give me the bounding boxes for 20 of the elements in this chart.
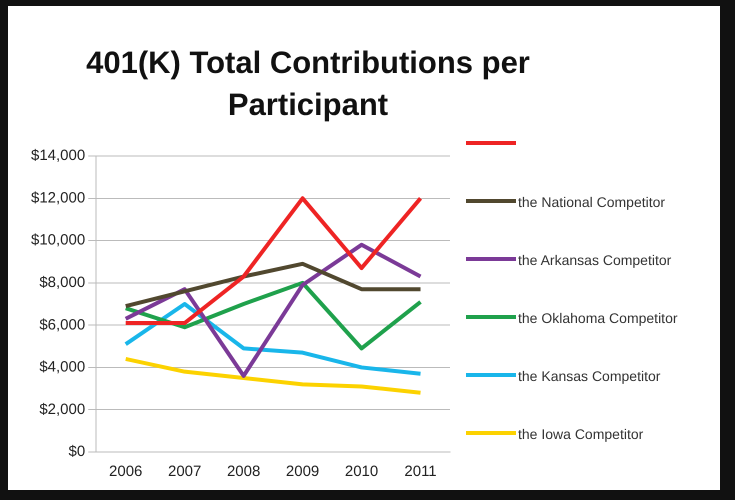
legend-label: the Kansas Competitor — [518, 367, 662, 386]
y-tick-label: $4,000 — [39, 358, 86, 376]
x-tick-label: 2007 — [168, 463, 202, 480]
legend-label: the Iowa Competitor — [518, 425, 644, 444]
chart-title: 401(K) Total Contributions per Participant — [85, 44, 531, 124]
x-tick-label: 2006 — [109, 463, 142, 480]
x-tick-label: 2008 — [226, 463, 260, 480]
y-tick-label: $6,000 — [39, 316, 86, 334]
legend-label: the Arkansas Competitor — [518, 251, 672, 270]
x-tick-label: 2009 — [286, 463, 320, 480]
y-tick-label: $2,000 — [39, 400, 86, 418]
y-tick-label: $8,000 — [39, 274, 86, 291]
y-tick-label: $14,000 — [30, 147, 86, 164]
y-tick-label: $12,000 — [30, 189, 86, 206]
legend-label: the National Competitor — [518, 193, 666, 212]
x-tick-label: 2011 — [404, 463, 437, 480]
x-tick-label: 2010 — [344, 463, 378, 480]
legend-label: the Oklahoma Competitor — [518, 309, 678, 328]
y-tick-label: $0 — [68, 443, 86, 460]
y-tick-label: $10,000 — [30, 232, 86, 249]
